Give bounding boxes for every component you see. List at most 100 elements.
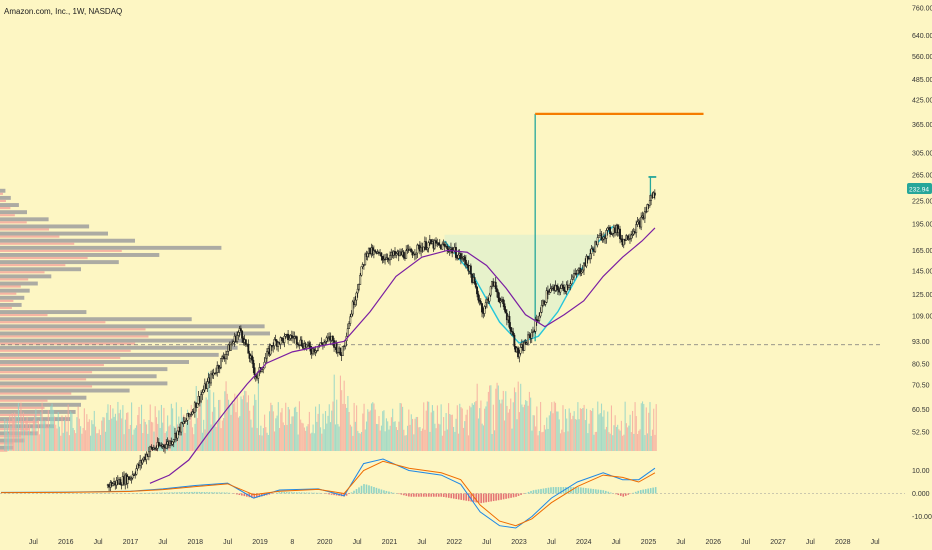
candle-body (454, 247, 457, 258)
volume-bar (286, 424, 288, 451)
volume-bar (573, 411, 575, 451)
macd-histogram-bar (552, 487, 555, 494)
macd-histogram-bar (520, 493, 522, 495)
volume-bar (15, 416, 17, 451)
volume-bar (223, 417, 225, 451)
macd-histogram-bar (143, 492, 146, 494)
volume-bar (20, 402, 22, 451)
volume-bar (398, 421, 400, 451)
volume-bar (232, 403, 235, 451)
price-tick-label: 80.50 (912, 362, 930, 369)
volume-bar (548, 415, 550, 451)
volume-bar (479, 408, 481, 451)
profile-bar-salmon (0, 363, 104, 367)
volume-bar (111, 418, 113, 451)
candle-body (548, 292, 551, 295)
volume-bar (641, 401, 644, 451)
candle-body (320, 342, 323, 345)
candle-body (498, 297, 501, 303)
time-tick-label: 2019 (252, 539, 268, 546)
volume-bar (653, 408, 655, 451)
time-tick-label: 2016 (58, 539, 74, 546)
macd-histogram-bar (440, 493, 443, 497)
candle-body (630, 234, 633, 239)
candle-body (135, 468, 138, 475)
volume-bar (154, 406, 156, 451)
macd-histogram-bar (398, 493, 400, 495)
volume-bar (638, 430, 640, 451)
volume-bar (266, 432, 268, 451)
volume-bar (484, 408, 486, 451)
candle-body (343, 345, 345, 348)
time-tick-label: Jul (223, 539, 232, 546)
macd-histogram-bar (333, 493, 335, 496)
macd-histogram-bar (430, 493, 433, 497)
candle-body (571, 276, 574, 280)
time-tick-label: Jul (353, 539, 362, 546)
volume-bar (200, 392, 202, 451)
volume-bar (649, 402, 651, 451)
candle-body (589, 253, 592, 259)
macd-histogram-bar (256, 493, 258, 498)
candle-body (600, 233, 603, 241)
volume-bar (610, 405, 613, 451)
macd-histogram-bar (283, 491, 286, 494)
macd-histogram-bar (410, 493, 413, 497)
volume-bar (623, 434, 625, 451)
volume-bar (261, 435, 263, 451)
volume-bar (566, 418, 568, 451)
macd-histogram-bar (627, 493, 630, 495)
volume-bar (91, 420, 93, 451)
candle-body (609, 227, 612, 234)
macd-histogram-bar (517, 493, 520, 496)
macd-histogram-bar (253, 493, 256, 499)
macd-histogram-bar (335, 493, 338, 496)
volume-bar (480, 400, 482, 451)
volume-bar (190, 404, 192, 451)
volume-bar (262, 428, 264, 451)
candle-body (264, 357, 267, 363)
volume-bar (277, 402, 279, 451)
candle-body (581, 269, 584, 273)
candle-body (488, 294, 491, 302)
time-tick-label: Jul (741, 539, 750, 546)
volume-bar (149, 404, 151, 451)
volume-bar (451, 414, 453, 451)
volume-bar (385, 418, 387, 451)
macd-histogram-bar (555, 487, 557, 494)
volume-bar (264, 414, 266, 451)
time-tick-label: Jul (29, 539, 38, 546)
volume-bar (436, 405, 438, 451)
macd-histogram-bar (260, 493, 263, 497)
volume-bar (97, 433, 99, 451)
volume-bar (395, 427, 397, 451)
volume-bar (198, 408, 200, 451)
volume-bar (397, 429, 399, 451)
volume-bar (521, 404, 523, 451)
macd-histogram-bar (445, 493, 448, 498)
volume-bar (132, 434, 134, 451)
volume-bar (450, 414, 452, 451)
volume-bar (364, 429, 366, 451)
volume-bar (639, 429, 641, 451)
volume-bar (620, 420, 622, 451)
volume-bar (503, 420, 506, 451)
candle-body (386, 257, 389, 260)
candle-body (359, 274, 362, 285)
macd-histogram-bar (290, 492, 293, 494)
candle-body (478, 299, 481, 302)
macd-histogram-bar (258, 493, 261, 498)
volume-bar (370, 403, 373, 451)
volume-bar (245, 391, 247, 451)
volume-bar (147, 433, 149, 451)
macd-histogram-bar (318, 492, 320, 494)
candle-body (640, 217, 643, 228)
candle-body (381, 256, 384, 261)
price-tick-label: 425.00 (912, 98, 932, 105)
volume-bar (6, 420, 8, 451)
candle-body (331, 335, 334, 341)
volume-bar (249, 410, 251, 451)
candle-body (348, 323, 350, 329)
price-series (106, 189, 656, 493)
